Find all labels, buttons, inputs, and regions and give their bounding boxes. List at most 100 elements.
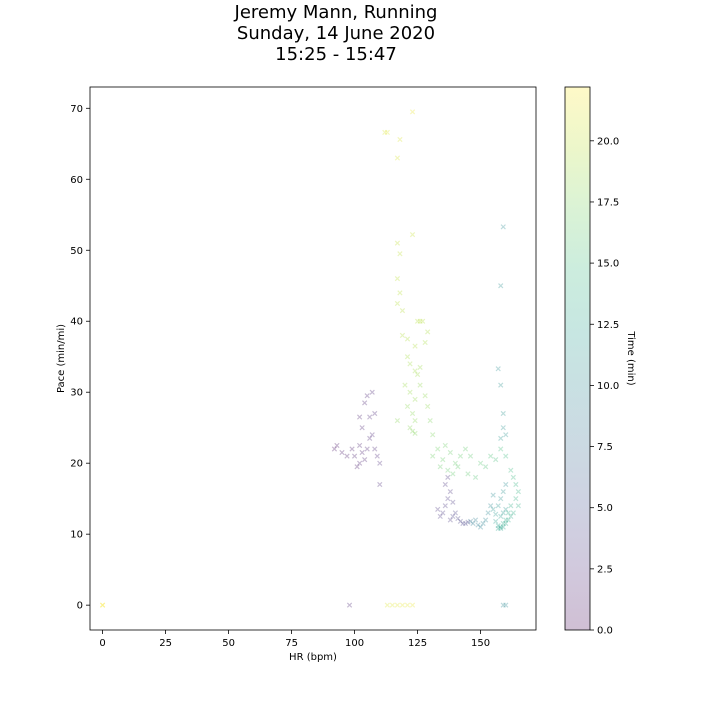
data-point — [435, 446, 441, 452]
data-point — [498, 525, 504, 532]
data-point — [384, 129, 390, 136]
data-point — [460, 520, 466, 527]
data-point — [500, 410, 506, 417]
data-point — [440, 510, 446, 516]
data-point — [508, 513, 514, 520]
data-point — [394, 155, 401, 161]
data-point — [455, 464, 461, 470]
data-point — [397, 136, 403, 143]
data-point — [372, 446, 378, 452]
data-point — [414, 371, 421, 378]
y-tick-label: 20 — [70, 459, 83, 470]
x-tick-label: 25 — [159, 638, 172, 649]
data-point — [409, 232, 416, 238]
data-point — [493, 518, 499, 525]
data-point — [382, 129, 388, 136]
data-point — [500, 488, 506, 495]
data-point — [367, 435, 373, 441]
data-point — [515, 503, 521, 509]
data-point — [412, 368, 418, 374]
data-point — [442, 442, 448, 449]
data-point — [409, 410, 416, 417]
data-point — [500, 520, 506, 527]
y-axis-label: Pace (min/mi) — [56, 324, 67, 393]
data-point — [437, 464, 443, 470]
y-tick-label: 70 — [70, 104, 83, 115]
data-point — [472, 517, 479, 523]
colorbar-tick-label: 7.5 — [597, 442, 613, 453]
data-point — [457, 518, 464, 525]
x-axis: 0 25 50 75 100 125 150 — [99, 630, 490, 649]
data-point — [503, 520, 509, 527]
colorbar-tick-label: 20.0 — [597, 136, 619, 147]
data-point — [457, 453, 464, 459]
data-point — [482, 517, 489, 523]
colorbar-frame — [564, 86, 591, 631]
data-point — [364, 393, 370, 399]
data-point — [480, 520, 486, 527]
data-point — [490, 492, 496, 498]
data-point — [450, 471, 456, 477]
y-tick-label: 40 — [70, 317, 83, 328]
colorbar-tick-label: 5.0 — [597, 503, 613, 514]
colorbar-tick-label: 15.0 — [597, 259, 619, 270]
data-point — [409, 602, 416, 608]
data-point — [445, 467, 451, 473]
data-point — [452, 510, 458, 516]
colorbar-tick-label: 0.0 — [597, 626, 613, 637]
data-point — [510, 474, 516, 481]
colorbar-tick-label: 2.5 — [597, 564, 613, 575]
data-point — [500, 224, 506, 230]
data-point — [377, 460, 383, 466]
data-point — [445, 474, 451, 481]
data-point — [465, 471, 471, 477]
data-point — [508, 503, 514, 509]
data-point — [404, 336, 411, 342]
data-point — [503, 506, 509, 512]
data-point — [402, 382, 408, 388]
data-point — [425, 403, 431, 410]
x-tick-label: 50 — [222, 638, 235, 649]
data-point — [462, 520, 469, 527]
data-point — [419, 318, 426, 324]
data-point — [500, 524, 506, 530]
data-point — [503, 453, 509, 459]
y-tick-label: 50 — [70, 246, 83, 257]
data-point — [344, 453, 350, 459]
data-point — [359, 449, 365, 456]
chart-title-line-1: Jeremy Mann, Running — [234, 2, 438, 23]
y-axis: 0 10 20 30 40 50 60 70 — [70, 104, 90, 612]
data-point — [404, 354, 411, 360]
data-point — [442, 481, 448, 488]
data-point — [513, 496, 519, 502]
data-point — [430, 432, 436, 438]
data-point — [445, 496, 451, 502]
data-point — [505, 517, 511, 523]
y-tick-label: 60 — [70, 175, 83, 186]
data-point — [495, 503, 501, 509]
data-point — [477, 524, 484, 530]
data-point — [498, 382, 504, 388]
data-point — [467, 453, 474, 459]
data-point — [450, 513, 456, 520]
colorbar-tick-label: 17.5 — [597, 197, 619, 208]
data-point — [503, 481, 509, 488]
data-point — [515, 488, 521, 495]
x-tick-label: 75 — [285, 638, 298, 649]
data-point — [99, 602, 106, 608]
data-point — [369, 432, 375, 438]
data-point — [356, 460, 363, 466]
data-point — [508, 467, 514, 473]
data-point — [450, 499, 456, 505]
data-point — [495, 366, 501, 372]
data-point — [447, 488, 453, 495]
data-point — [495, 525, 501, 532]
x-axis-label: HR (bpm) — [289, 652, 337, 663]
data-point — [498, 524, 504, 530]
data-point — [384, 602, 390, 608]
data-point — [397, 251, 403, 257]
data-point — [470, 520, 476, 527]
data-point — [455, 515, 461, 522]
data-point — [407, 389, 413, 395]
